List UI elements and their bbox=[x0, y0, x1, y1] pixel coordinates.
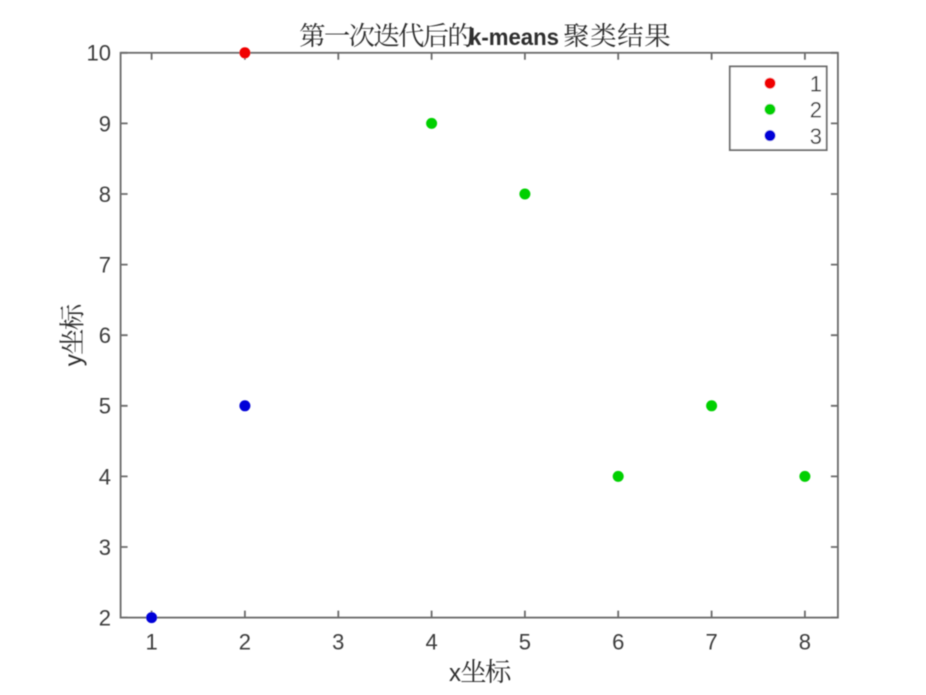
svg-text:5: 5 bbox=[519, 629, 531, 654]
svg-text:6: 6 bbox=[612, 629, 624, 654]
svg-text:4: 4 bbox=[99, 464, 111, 489]
svg-text:3: 3 bbox=[332, 629, 344, 654]
svg-text:2: 2 bbox=[810, 98, 822, 123]
svg-text:y: y bbox=[61, 354, 88, 366]
svg-text:6: 6 bbox=[99, 323, 111, 348]
svg-text:1: 1 bbox=[810, 71, 822, 96]
svg-text:3: 3 bbox=[99, 535, 111, 560]
svg-text:7: 7 bbox=[99, 253, 111, 278]
svg-text:2: 2 bbox=[99, 606, 111, 631]
svg-text:10: 10 bbox=[87, 41, 111, 66]
svg-text:x: x bbox=[449, 660, 461, 687]
svg-text:k-means: k-means bbox=[469, 24, 559, 50]
svg-text:2: 2 bbox=[239, 629, 251, 654]
svg-text:5: 5 bbox=[99, 394, 111, 419]
svg-text:3: 3 bbox=[810, 124, 822, 149]
svg-text:8: 8 bbox=[99, 182, 111, 207]
svg-text:4: 4 bbox=[425, 629, 437, 654]
svg-text:1: 1 bbox=[145, 629, 157, 654]
svg-text:8: 8 bbox=[799, 629, 811, 654]
svg-text:9: 9 bbox=[99, 111, 111, 136]
svg-text:7: 7 bbox=[705, 629, 717, 654]
